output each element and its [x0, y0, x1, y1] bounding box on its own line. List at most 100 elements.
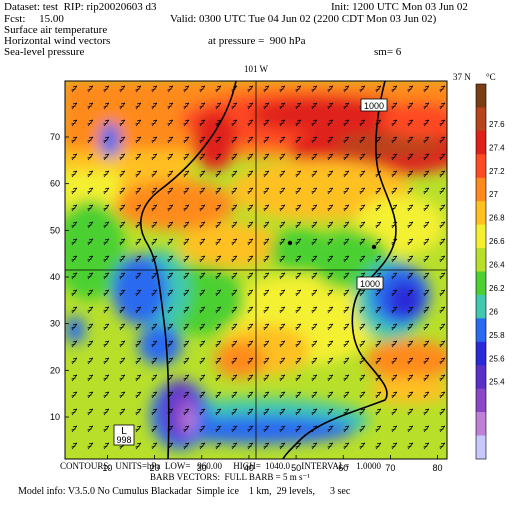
wind-barb [215, 170, 222, 178]
wind-barb [391, 289, 398, 297]
wind-barb [391, 153, 398, 161]
wind-barb [167, 221, 174, 229]
wind-barb [167, 306, 174, 314]
wind-barb [279, 238, 286, 246]
wind-barb [439, 340, 446, 348]
wind-barb [87, 170, 94, 178]
wind-barb [295, 272, 302, 280]
wind-barb [103, 272, 110, 280]
colorbar-swatch [476, 224, 486, 249]
wind-barb [119, 153, 126, 161]
wind-barb [327, 119, 334, 127]
wind-barb [343, 391, 350, 399]
wind-barb [135, 340, 142, 348]
wind-barb [391, 187, 398, 195]
colorbar-label: 26.8 [489, 214, 505, 223]
wind-barb [87, 221, 94, 229]
wind-barb [295, 170, 302, 178]
wind-barb [87, 187, 94, 195]
wind-barb [119, 357, 126, 365]
wind-barb [231, 136, 238, 144]
colorbar-swatch [476, 294, 486, 319]
wind-barb [311, 272, 318, 280]
wind-barb [151, 391, 158, 399]
wind-barb [439, 289, 446, 297]
wind-barb [183, 357, 190, 365]
wind-barb [151, 357, 158, 365]
wind-barb [343, 153, 350, 161]
wind-barb [311, 187, 318, 195]
wind-barb [263, 136, 270, 144]
slp-contour-west [140, 80, 237, 460]
wind-barb [391, 391, 398, 399]
wind-barb [71, 136, 78, 144]
wind-barb [327, 306, 334, 314]
wind-barb [135, 442, 142, 450]
wind-barb [151, 187, 158, 195]
wind-barb [423, 289, 430, 297]
plot-frame [64, 80, 448, 460]
colorbar-unit: °C [486, 72, 496, 82]
wind-barb [343, 136, 350, 144]
wind-barb [295, 102, 302, 110]
wind-barb [199, 442, 206, 450]
wind-barb [263, 374, 270, 382]
colorbar-swatch [476, 388, 486, 413]
wind-barb [119, 408, 126, 416]
wind-barb [407, 374, 414, 382]
wind-barb [119, 85, 126, 93]
wind-barb [199, 272, 206, 280]
wind-barb [231, 204, 238, 212]
wind-barb [231, 119, 238, 127]
colorbar-swatch [476, 177, 486, 202]
wind-barb [359, 221, 366, 229]
y-tick-label: 40 [50, 272, 60, 282]
colorbar-swatch [476, 341, 486, 366]
latitude-label: 37 N [453, 72, 471, 82]
wind-barb [359, 170, 366, 178]
wind-barb [215, 425, 222, 433]
wind-barb [151, 204, 158, 212]
wind-barb [423, 85, 430, 93]
wind-barb [279, 306, 286, 314]
wind-barb [119, 187, 126, 195]
colorbar-label: 26.4 [489, 261, 505, 270]
wind-barb [407, 221, 414, 229]
wind-barb [87, 391, 94, 399]
wind-barb [151, 119, 158, 127]
wind-barb [375, 323, 382, 331]
colorbar-label: 25.8 [489, 331, 505, 340]
wind-barb [263, 153, 270, 161]
wind-barb [279, 221, 286, 229]
wind-barb [263, 238, 270, 246]
wind-barb [279, 153, 286, 161]
wind-barb [247, 153, 254, 161]
wind-barb [423, 425, 430, 433]
wind-barb [279, 204, 286, 212]
wind-barb [407, 255, 414, 263]
wind-barb [407, 323, 414, 331]
wind-barb [231, 289, 238, 297]
wind-barb [295, 119, 302, 127]
wind-barb [311, 136, 318, 144]
wind-barb [343, 272, 350, 280]
wind-barb [87, 357, 94, 365]
wind-barb [135, 289, 142, 297]
wind-barb [359, 119, 366, 127]
wind-barb [439, 408, 446, 416]
wind-barb [423, 187, 430, 195]
wind-barb [87, 289, 94, 297]
wind-barb [263, 442, 270, 450]
wind-barb [199, 374, 206, 382]
wind-barb [103, 136, 110, 144]
wind-barb [391, 357, 398, 365]
wind-barb [215, 255, 222, 263]
wind-barb [247, 85, 254, 93]
wind-barb [391, 425, 398, 433]
wind-barb [295, 374, 302, 382]
wind-barb [375, 85, 382, 93]
wind-barb [439, 323, 446, 331]
wind-barb [135, 391, 142, 399]
wind-barb [119, 391, 126, 399]
wind-barb [103, 187, 110, 195]
